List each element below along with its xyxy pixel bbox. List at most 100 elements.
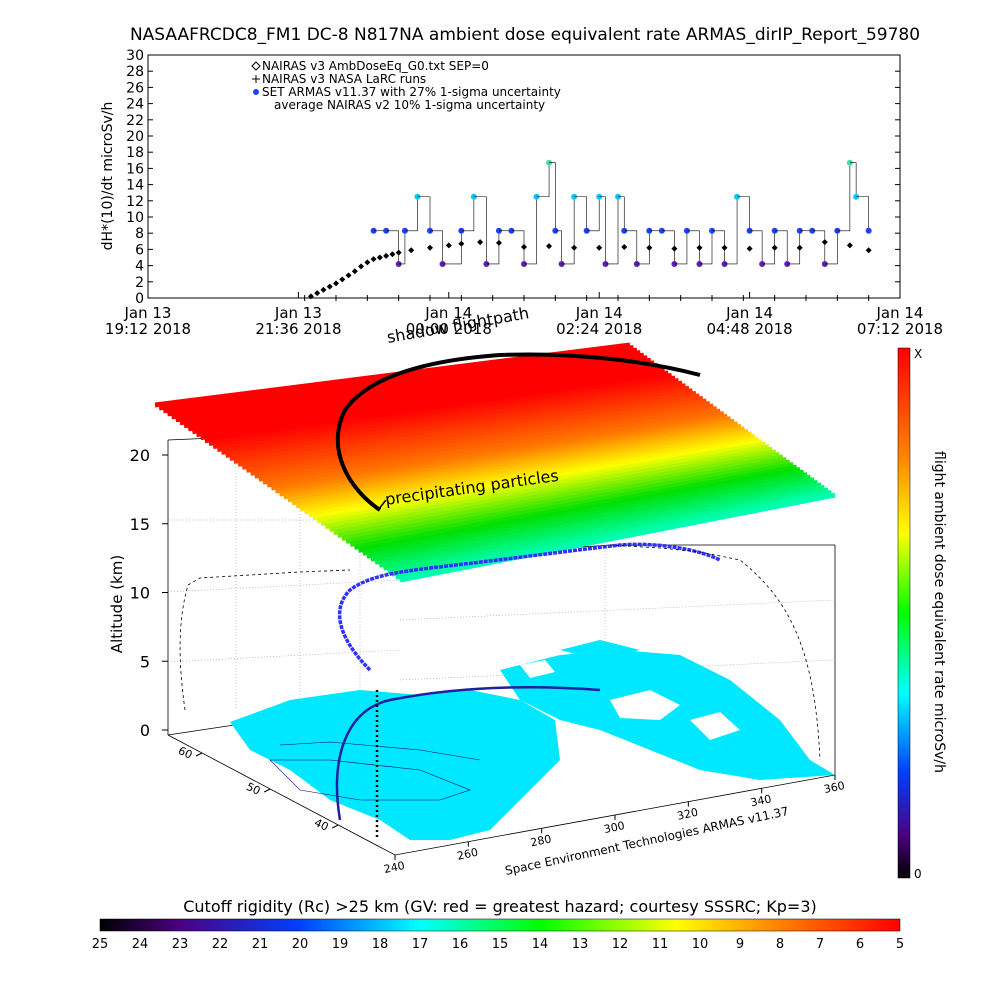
nairas-larc-point: [709, 295, 715, 301]
nairas-sep0-point: [477, 239, 484, 246]
hazard-slab-stripe: [358, 467, 801, 553]
top-chart-title: NASAAFRCDC8_FM1 DC-8 N817NA ambient dose…: [130, 25, 920, 45]
nairas-larc-point: [771, 295, 778, 301]
nairas-larc-point: [646, 295, 653, 301]
hazard-slab-stripe: [324, 446, 773, 530]
nairas-sep0-point: [646, 244, 653, 251]
armas-step-line: [524, 196, 537, 265]
hazard-slab-stripe: [387, 484, 826, 574]
hazard-slab-stripe: [391, 487, 829, 577]
floor-x-ticks: 240 260 280 300 320 340 360: [383, 775, 846, 876]
top-y-tick-label: 4: [135, 259, 144, 275]
floor-y-tick-label: 50: [244, 780, 262, 798]
hazard-slab-stripe: [179, 357, 652, 426]
hazard-slab-stripe: [366, 472, 808, 559]
top-x-tick-label-date: Jan 14: [575, 304, 623, 322]
armas-step-line: [486, 230, 500, 265]
cutoff-rigidity-tick-label: 22: [212, 937, 229, 952]
wall-trace-left: [179, 569, 351, 711]
hazard-slab-stripe: [162, 347, 638, 414]
armas-step-line: [430, 230, 443, 264]
nairas-sep0-point: [345, 272, 352, 279]
hazard-slab-stripe: [196, 367, 666, 438]
dose-colorbar: [897, 347, 911, 879]
armas-step-line: [605, 196, 619, 265]
nairas-sep0-point: [458, 240, 465, 247]
hazard-slab-stripe: [204, 373, 673, 444]
cutoff-rigidity-tick-label: 10: [692, 937, 709, 952]
nairas-sep0-point: [445, 242, 452, 249]
hazard-slab-stripe: [258, 406, 718, 482]
hazard-slab-stripe: [299, 431, 753, 512]
nairas-sep0-point: [696, 244, 703, 251]
top-y-tick-label: 12: [126, 194, 144, 210]
altitude-tick-label: 0: [140, 721, 150, 740]
armas-step-line: [555, 230, 562, 264]
hazard-slab-stripe: [245, 398, 707, 473]
armas-step-line: [812, 230, 826, 264]
altitude-axis-label: Altitude (km): [108, 555, 126, 653]
legend-plus-marker: [252, 75, 260, 83]
nairas-larc-point: [521, 295, 527, 301]
armas-step-line: [837, 162, 851, 232]
top-y-tick-label: 28: [126, 64, 144, 80]
colorbar-axis-label: flight ambient dose equivalent rate micr…: [931, 451, 947, 773]
nairas-sep0-point: [376, 254, 383, 261]
top-x-tick-label-time: 21:36 2018: [255, 320, 341, 338]
nairas-larc-point: [427, 295, 433, 301]
cutoff-rigidity-tick-label: 19: [332, 937, 349, 952]
armas-step-line: [856, 196, 869, 231]
nairas-sep0-point: [865, 247, 872, 254]
cutoff-rigidity-tick-label: 21: [252, 937, 269, 952]
nairas-larc-point: [615, 295, 621, 301]
legend-entry: NAIRAS v3 AmbDoseEq_G0.txt SEP=0: [262, 59, 489, 73]
cutoff-rigidity-tick-label: 16: [452, 937, 469, 952]
top-x-tick-label-time: 07:12 2018: [857, 320, 943, 338]
altitude-tick-label: 5: [140, 652, 150, 671]
colorbar-bottom-label: 0: [914, 867, 922, 881]
top-y-tick-label: 8: [135, 226, 144, 242]
hazard-slab-stripe: [241, 395, 704, 470]
altitude-tick-label: 15: [130, 515, 150, 534]
armas-step-line: [749, 230, 763, 264]
top-x-tick-label-date: Jan 13: [274, 304, 322, 322]
hazard-slab-stripe: [370, 474, 812, 562]
armas-step-line: [824, 230, 838, 265]
nairas-sep0-point: [746, 245, 753, 252]
hazard-slab-stripe: [183, 360, 655, 429]
armas-step-line: [699, 230, 713, 265]
nairas-sep0-point: [364, 259, 371, 266]
nairas-larc-point: [834, 295, 841, 301]
hazard-slab-stripe: [216, 380, 683, 452]
cutoff-rigidity-tick-label: 20: [292, 937, 309, 952]
top-y-tick-label: 6: [135, 242, 144, 258]
hazard-slab: [154, 342, 836, 583]
cutoff-rigidity-title: Cutoff rigidity (Rc) >25 km (GV: red = g…: [183, 897, 817, 916]
hazard-slab-stripe: [221, 383, 686, 455]
floor-y-tick-mark: [263, 788, 271, 793]
top-y-tick-label: 26: [126, 80, 144, 96]
legend-entry: NAIRAS v3 NASA LaRC runs: [262, 72, 426, 86]
flightpath-upper: [335, 352, 701, 512]
top-x-tick-label-time: 04:48 2018: [707, 320, 793, 338]
armas-step-line: [536, 162, 550, 198]
armas-step-line: [549, 162, 556, 231]
top-x-tick-label-date: Jan 14: [725, 304, 773, 322]
cutoff-rigidity-tick-label: 13: [572, 937, 589, 952]
nairas-sep0-point: [314, 290, 321, 297]
armas-step-line: [461, 196, 475, 232]
hazard-slab-stripe: [378, 479, 819, 568]
nairas-sep0-point: [333, 280, 339, 287]
armas-step-line: [762, 230, 775, 265]
hazard-slab-stripe: [250, 401, 711, 476]
top-y-tick-label: 2: [135, 275, 144, 291]
nairas-larc-point: [364, 295, 371, 301]
hazard-slab-stripe: [266, 411, 725, 488]
hazard-slab-stripe: [374, 477, 815, 565]
armas-step-line: [511, 230, 525, 264]
armas-step-line: [586, 196, 600, 232]
top-x-tick-label-time: 00:00 2018: [406, 320, 492, 338]
